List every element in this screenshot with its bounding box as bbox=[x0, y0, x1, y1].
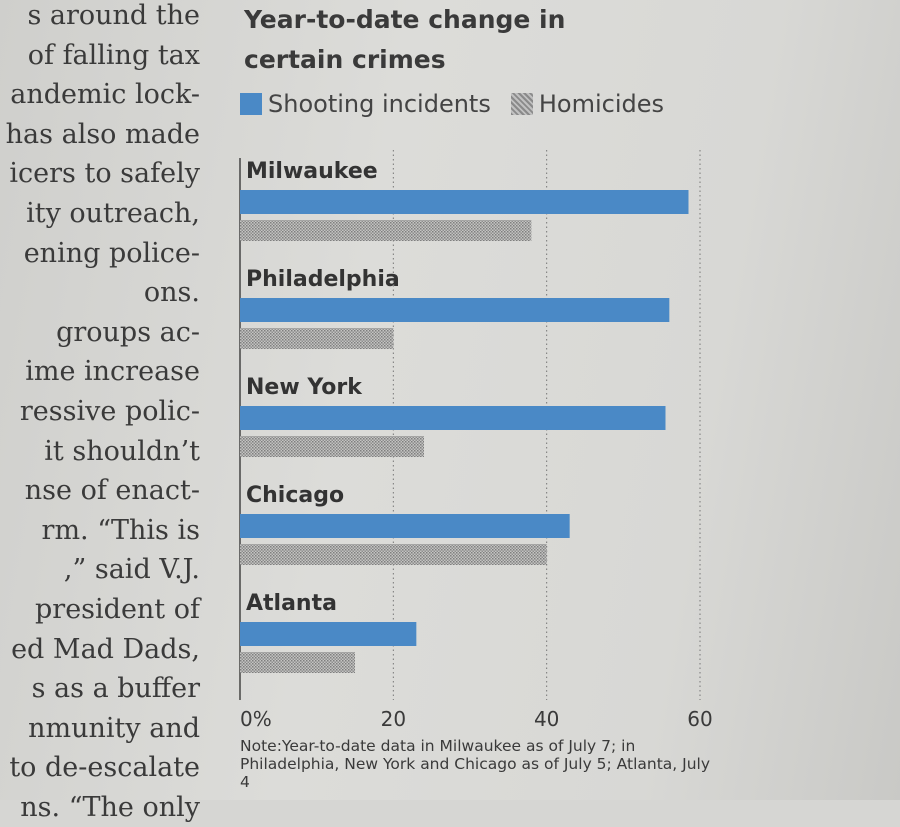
legend-swatch-shooting bbox=[240, 93, 262, 115]
article-line: nmunity and bbox=[28, 712, 200, 744]
category-label: New York bbox=[246, 375, 363, 400]
article-line: rm. “This is bbox=[41, 514, 200, 546]
category-label: Milwaukee bbox=[246, 159, 378, 184]
article-line: ons. bbox=[143, 277, 200, 309]
bar-shooting-incidents bbox=[240, 298, 670, 322]
newspaper-background bbox=[0, 0, 900, 800]
bar-shooting-incidents bbox=[240, 406, 666, 430]
article-line: nse of enact- bbox=[24, 475, 200, 507]
x-tick-label: 0% bbox=[240, 707, 272, 731]
bar-shooting-incidents bbox=[240, 514, 570, 538]
article-line: to de-escalate bbox=[9, 752, 200, 784]
article-line: groups ac- bbox=[56, 316, 200, 348]
article-line: has also made bbox=[5, 118, 200, 150]
legend-label-homicides: Homicides bbox=[538, 90, 664, 118]
article-line: it shouldn’t bbox=[44, 435, 200, 467]
article-line: s as a buffer bbox=[31, 673, 200, 705]
article-line: andemic lock- bbox=[10, 79, 200, 111]
legend-swatch-homicides bbox=[510, 93, 533, 115]
article-line: ity outreach, bbox=[26, 197, 200, 229]
article-line: ressive polic- bbox=[19, 395, 200, 427]
chart-legend: Shooting incidents Homicides bbox=[240, 90, 664, 118]
article-text-column: s around the of falling tax andemic lock-h… bbox=[0, 0, 200, 827]
chart-title-line-1: Year-to-date change in bbox=[244, 5, 566, 34]
x-tick-label: 60 bbox=[687, 707, 712, 731]
article-line: ,” said V.J. bbox=[63, 554, 200, 586]
chart-note: Note:Year-to-date data in Milwaukee as o… bbox=[240, 737, 711, 791]
legend-label-shooting: Shooting incidents bbox=[268, 90, 491, 118]
category-label: Philadelphia bbox=[246, 267, 400, 292]
bar-homicides bbox=[240, 436, 424, 457]
x-tick-label: 40 bbox=[534, 707, 559, 731]
chart-title: Year-to-date change in certain crimes bbox=[244, 0, 565, 80]
article-line: s around the bbox=[27, 0, 200, 31]
bar-shooting-incidents bbox=[240, 190, 689, 214]
bar-homicides bbox=[240, 544, 547, 565]
bar-shooting-incidents bbox=[240, 622, 417, 646]
bar-homicides bbox=[240, 328, 394, 349]
category-label: Atlanta bbox=[246, 591, 337, 616]
bar-homicides bbox=[240, 220, 532, 241]
bar-homicides bbox=[240, 652, 355, 673]
article-line: president of bbox=[35, 593, 200, 625]
article-line: ime increase bbox=[25, 356, 200, 388]
article-line: ening police- bbox=[23, 237, 200, 269]
x-tick-label: 20 bbox=[381, 707, 406, 731]
article-line: ed Mad Dads, bbox=[11, 633, 200, 665]
article-line: of falling tax bbox=[27, 39, 200, 71]
bar-chart: 0% 20 40 60 Milwaukee Philadelphia New York Chi… bbox=[239, 150, 713, 731]
chart-title-line-2: certain crimes bbox=[244, 45, 446, 74]
category-label: Chicago bbox=[246, 483, 344, 508]
article-line: icers to safely bbox=[9, 158, 200, 190]
